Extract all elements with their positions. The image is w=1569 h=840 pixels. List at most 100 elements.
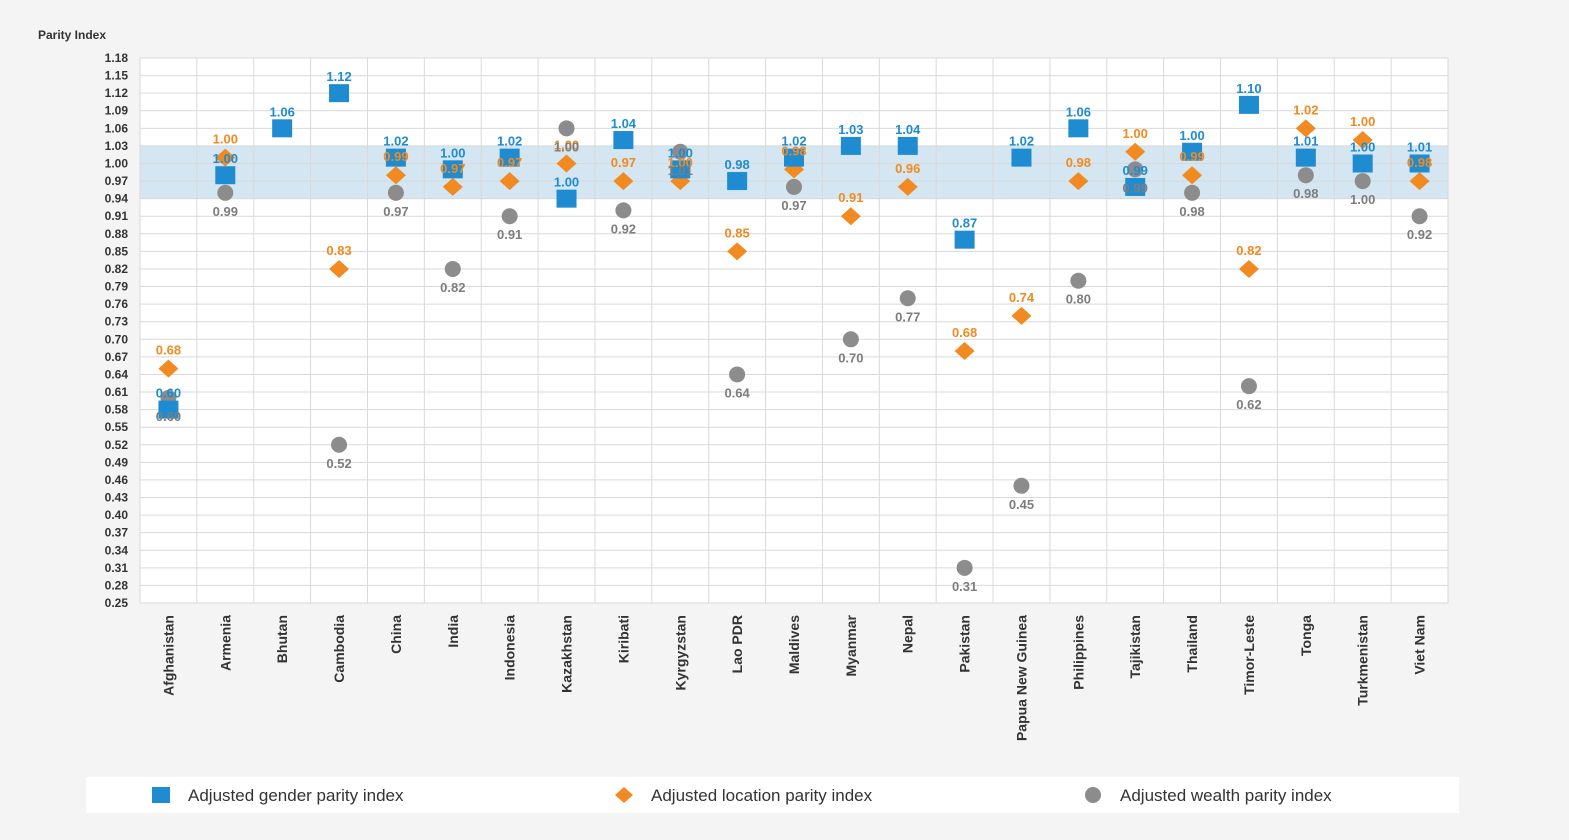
location-data-label: 0.96 xyxy=(895,161,920,176)
location-data-label: 0.68 xyxy=(952,325,977,340)
wealth-parity-marker xyxy=(501,208,518,225)
category-label: Thailand xyxy=(1184,615,1200,673)
y-tick-label: 1.06 xyxy=(105,121,129,135)
y-tick-label: 1.15 xyxy=(105,69,129,83)
location-parity-marker xyxy=(556,154,577,173)
location-parity-marker xyxy=(385,166,406,185)
location-parity-marker xyxy=(897,177,918,196)
wealth-parity-marker xyxy=(1013,477,1030,494)
location-parity-marker xyxy=(1352,131,1373,150)
gender-parity-marker xyxy=(840,136,861,155)
wealth-data-label: 0.70 xyxy=(838,350,863,365)
category-label: Pakistan xyxy=(957,615,973,673)
location-data-label: 0.74 xyxy=(1009,290,1035,305)
legend-box xyxy=(86,777,1459,813)
location-data-label: 1.00 xyxy=(1123,126,1148,141)
gender-parity-marker xyxy=(784,148,804,167)
gender-parity-marker xyxy=(385,148,406,167)
location-data-label: 1.02 xyxy=(1293,102,1318,117)
y-tick-label: 0.67 xyxy=(105,350,129,364)
y-tick-label: 0.61 xyxy=(105,385,129,399)
category-label: Lao PDR xyxy=(729,615,745,673)
category-label: China xyxy=(388,615,404,654)
location-data-label: 1.00 xyxy=(668,155,693,170)
gender-data-label: 1.02 xyxy=(383,134,408,149)
gender-parity-marker xyxy=(1352,154,1373,173)
location-parity-marker xyxy=(215,148,236,167)
gender-data-label: 1.04 xyxy=(895,122,921,137)
y-tick-label: 0.76 xyxy=(105,297,129,311)
y-tick-label: 0.46 xyxy=(105,473,129,487)
wealth-data-label: 0.52 xyxy=(326,456,351,471)
y-tick-label: 0.97 xyxy=(105,174,129,188)
legend-label: Adjusted gender parity index xyxy=(188,786,404,805)
gender-data-label: 1.00 xyxy=(1179,128,1204,143)
gender-parity-marker xyxy=(442,160,463,179)
gender-parity-marker xyxy=(954,230,975,249)
location-data-label: 0.85 xyxy=(724,225,749,240)
y-tick-label: 0.31 xyxy=(105,561,129,575)
category-label: Turkmenistan xyxy=(1355,615,1371,706)
gender-parity-marker xyxy=(1409,154,1430,173)
category-label: Tajikistan xyxy=(1127,615,1143,679)
wealth-parity-marker xyxy=(1297,167,1314,184)
category-label: Cambodia xyxy=(331,615,347,683)
y-tick-label: 0.55 xyxy=(105,420,129,434)
location-data-label: 0.98 xyxy=(1407,155,1432,170)
gender-data-label: 0.60 xyxy=(156,386,181,401)
gender-data-label: 1.00 xyxy=(554,175,579,190)
gender-parity-marker xyxy=(1182,142,1203,161)
wealth-parity-marker xyxy=(558,120,575,137)
gender-data-label: 1.12 xyxy=(326,69,351,84)
gender-data-label: 1.01 xyxy=(1293,134,1318,149)
wealth-parity-marker xyxy=(1070,272,1087,289)
category-label: Kyrgyzstan xyxy=(672,615,688,690)
location-parity-marker xyxy=(499,172,520,191)
wealth-data-label: 0.91 xyxy=(497,227,522,242)
wealth-data-label: 1.00 xyxy=(554,139,579,154)
y-tick-label: 0.52 xyxy=(105,438,129,452)
location-data-label: 0.97 xyxy=(440,161,465,176)
legend-circle-icon xyxy=(1085,787,1101,803)
wealth-parity-marker xyxy=(1184,184,1201,201)
wealth-data-label: 0.92 xyxy=(611,221,636,236)
location-data-label: 0.98 xyxy=(781,143,806,158)
wealth-data-label: 0.99 xyxy=(1123,180,1148,195)
location-parity-marker xyxy=(1125,142,1146,161)
gender-data-label: 1.02 xyxy=(1009,134,1034,149)
location-parity-marker xyxy=(1295,119,1316,138)
wealth-data-label: 1.01 xyxy=(668,163,693,178)
wealth-parity-marker xyxy=(842,331,859,348)
location-data-label: 1.00 xyxy=(554,137,579,152)
wealth-data-label: 0.60 xyxy=(156,409,181,424)
wealth-data-label: 0.97 xyxy=(781,198,806,213)
category-label: Indonesia xyxy=(502,615,518,681)
gender-parity-marker xyxy=(1068,119,1089,138)
wealth-data-label: 0.92 xyxy=(1407,227,1432,242)
wealth-data-label: 0.82 xyxy=(440,280,465,295)
location-data-label: 1.00 xyxy=(213,132,238,147)
gender-parity-marker xyxy=(556,189,577,208)
wealth-parity-marker xyxy=(729,366,746,383)
y-tick-label: 0.91 xyxy=(105,209,129,223)
y-axis-title: Parity Index xyxy=(38,28,106,42)
location-parity-marker xyxy=(329,259,350,278)
gender-data-label: 1.02 xyxy=(781,134,806,149)
location-data-label: 0.99 xyxy=(1179,149,1204,164)
gender-parity-marker xyxy=(158,400,179,419)
y-tick-label: 0.58 xyxy=(105,403,129,417)
gender-parity-marker xyxy=(897,136,918,155)
gender-data-label: 1.04 xyxy=(611,116,637,131)
wealth-parity-marker xyxy=(672,143,689,160)
y-tick-label: 0.28 xyxy=(105,578,129,592)
wealth-parity-marker xyxy=(331,436,348,453)
gender-data-label: 0.99 xyxy=(1123,163,1148,178)
location-parity-marker xyxy=(1068,172,1089,191)
category-label: Armenia xyxy=(217,615,233,671)
location-data-label: 0.83 xyxy=(326,243,351,258)
category-label: India xyxy=(445,615,461,648)
gender-parity-marker xyxy=(670,160,691,179)
location-parity-marker xyxy=(1238,259,1259,278)
